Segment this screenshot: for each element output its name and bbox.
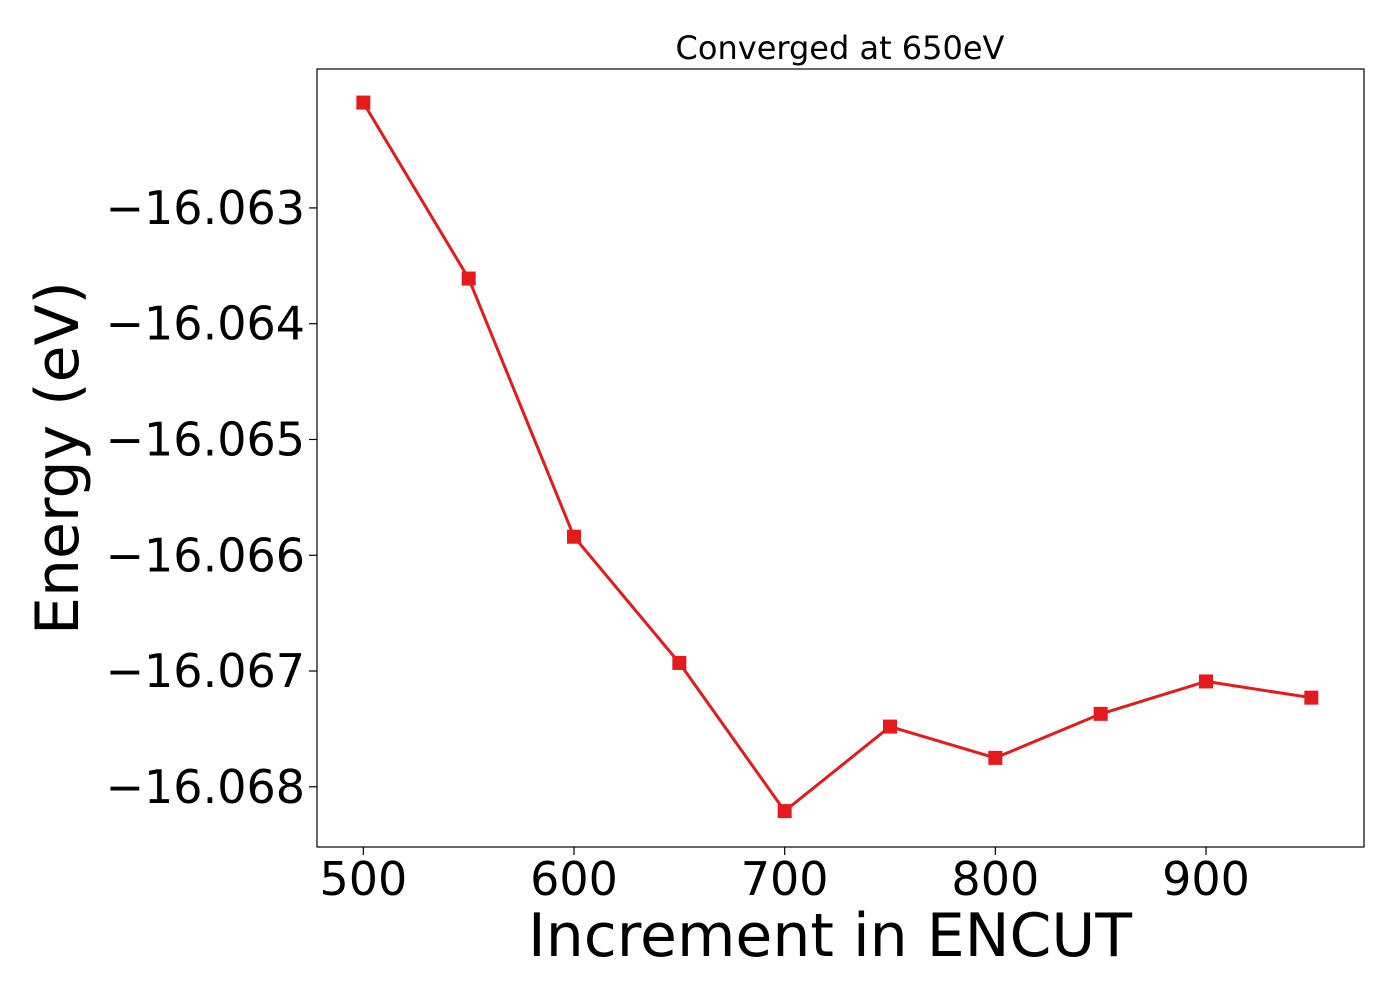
y-tick-label-3: −16.066 (106, 528, 306, 582)
data-point-550 (461, 271, 476, 286)
y-axis-label: Energy (eV) (23, 281, 93, 635)
series-line-0 (362, 101, 1312, 813)
data-point-650 (672, 655, 687, 670)
data-point-700 (777, 804, 792, 819)
x-tick-label-700: 700 (741, 852, 829, 906)
y-tick-label-5: −16.068 (106, 760, 306, 814)
x-tick-label-800: 800 (951, 852, 1039, 906)
chart-title: Converged at 650eV (676, 29, 1005, 67)
data-point-500 (356, 95, 371, 110)
y-tick-label-1: −16.064 (106, 297, 306, 351)
y-tick-label-0: −16.063 (106, 181, 306, 235)
data-point-850 (1093, 706, 1108, 721)
data-point-800 (988, 750, 1003, 765)
x-axis-label: Increment in ENCUT (528, 901, 1132, 971)
y-tick-label-4: −16.067 (106, 644, 306, 698)
y-tick-label-2: −16.065 (106, 412, 306, 466)
x-tick-label-600: 600 (530, 852, 618, 906)
data-point-900 (1199, 674, 1214, 689)
x-tick-label-500: 500 (319, 852, 407, 906)
data-point-750 (883, 719, 898, 734)
plot-frame (316, 68, 1365, 848)
x-tick-label-900: 900 (1162, 852, 1250, 906)
data-point-600 (567, 529, 582, 544)
data-point-950 (1304, 690, 1319, 705)
